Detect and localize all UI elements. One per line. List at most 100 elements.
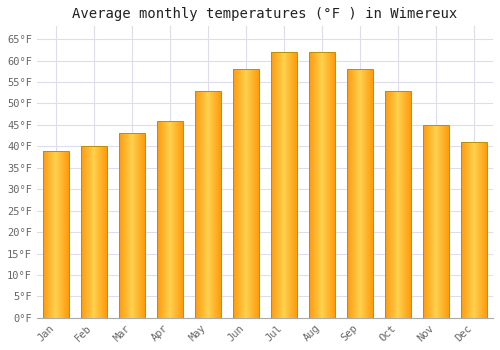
Bar [54, 150, 55, 318]
Bar [169, 121, 170, 318]
Bar [249, 69, 250, 318]
Bar [44, 150, 45, 318]
Bar [85, 146, 86, 318]
Bar [55, 150, 56, 318]
Bar [332, 52, 334, 318]
Bar [430, 125, 432, 318]
Bar [104, 146, 105, 318]
Bar [199, 91, 200, 318]
Bar [118, 133, 119, 318]
Bar [171, 121, 172, 318]
Bar [462, 142, 464, 318]
Bar [258, 69, 259, 318]
Bar [143, 133, 144, 318]
Bar [386, 91, 388, 318]
Bar [65, 150, 66, 318]
Bar [207, 91, 208, 318]
Bar [131, 133, 132, 318]
Bar [123, 133, 124, 318]
Bar [402, 91, 404, 318]
Bar [63, 150, 64, 318]
Bar [135, 133, 136, 318]
Bar [486, 142, 488, 318]
Bar [164, 121, 165, 318]
Bar [284, 52, 286, 318]
Bar [103, 146, 104, 318]
Bar [312, 52, 314, 318]
Bar [206, 91, 207, 318]
Bar [270, 52, 272, 318]
Bar [314, 52, 316, 318]
Bar [178, 121, 179, 318]
Bar [142, 133, 143, 318]
Bar [440, 125, 442, 318]
Bar [240, 69, 242, 318]
Bar [119, 133, 120, 318]
Bar [62, 150, 63, 318]
Bar [442, 125, 444, 318]
Bar [404, 91, 406, 318]
Bar [432, 125, 434, 318]
Bar [100, 146, 101, 318]
Bar [372, 69, 374, 318]
Bar [398, 91, 400, 318]
Bar [384, 91, 386, 318]
Bar [56, 150, 57, 318]
Bar [101, 146, 102, 318]
Bar [205, 91, 206, 318]
Bar [81, 146, 82, 318]
Title: Average monthly temperatures (°F ) in Wimereux: Average monthly temperatures (°F ) in Wi… [72, 7, 458, 21]
Bar [330, 52, 332, 318]
Bar [232, 69, 234, 318]
Bar [66, 150, 67, 318]
Bar [438, 125, 440, 318]
Bar [88, 146, 89, 318]
Bar [474, 142, 476, 318]
Bar [426, 125, 428, 318]
Bar [174, 121, 175, 318]
Bar [348, 69, 350, 318]
Bar [97, 146, 98, 318]
Bar [42, 150, 69, 318]
Bar [392, 91, 394, 318]
Bar [352, 69, 354, 318]
Bar [80, 146, 81, 318]
Bar [46, 150, 47, 318]
Bar [49, 150, 50, 318]
Bar [133, 133, 134, 318]
Bar [47, 150, 48, 318]
Bar [217, 91, 218, 318]
Bar [296, 52, 297, 318]
Bar [129, 133, 130, 318]
Bar [204, 91, 205, 318]
Bar [350, 69, 352, 318]
Bar [208, 91, 209, 318]
Bar [80, 146, 107, 318]
Bar [368, 69, 370, 318]
Bar [57, 150, 58, 318]
Bar [210, 91, 211, 318]
Bar [408, 91, 410, 318]
Bar [248, 69, 249, 318]
Bar [480, 142, 482, 318]
Bar [308, 52, 336, 318]
Bar [390, 91, 392, 318]
Bar [60, 150, 61, 318]
Bar [196, 91, 198, 318]
Bar [472, 142, 474, 318]
Bar [232, 69, 259, 318]
Bar [127, 133, 128, 318]
Bar [194, 91, 221, 318]
Bar [156, 121, 183, 318]
Bar [68, 150, 69, 318]
Bar [272, 52, 274, 318]
Bar [209, 91, 210, 318]
Bar [236, 69, 238, 318]
Bar [316, 52, 318, 318]
Bar [58, 150, 59, 318]
Bar [51, 150, 52, 318]
Bar [422, 125, 424, 318]
Bar [180, 121, 181, 318]
Bar [460, 142, 462, 318]
Bar [250, 69, 251, 318]
